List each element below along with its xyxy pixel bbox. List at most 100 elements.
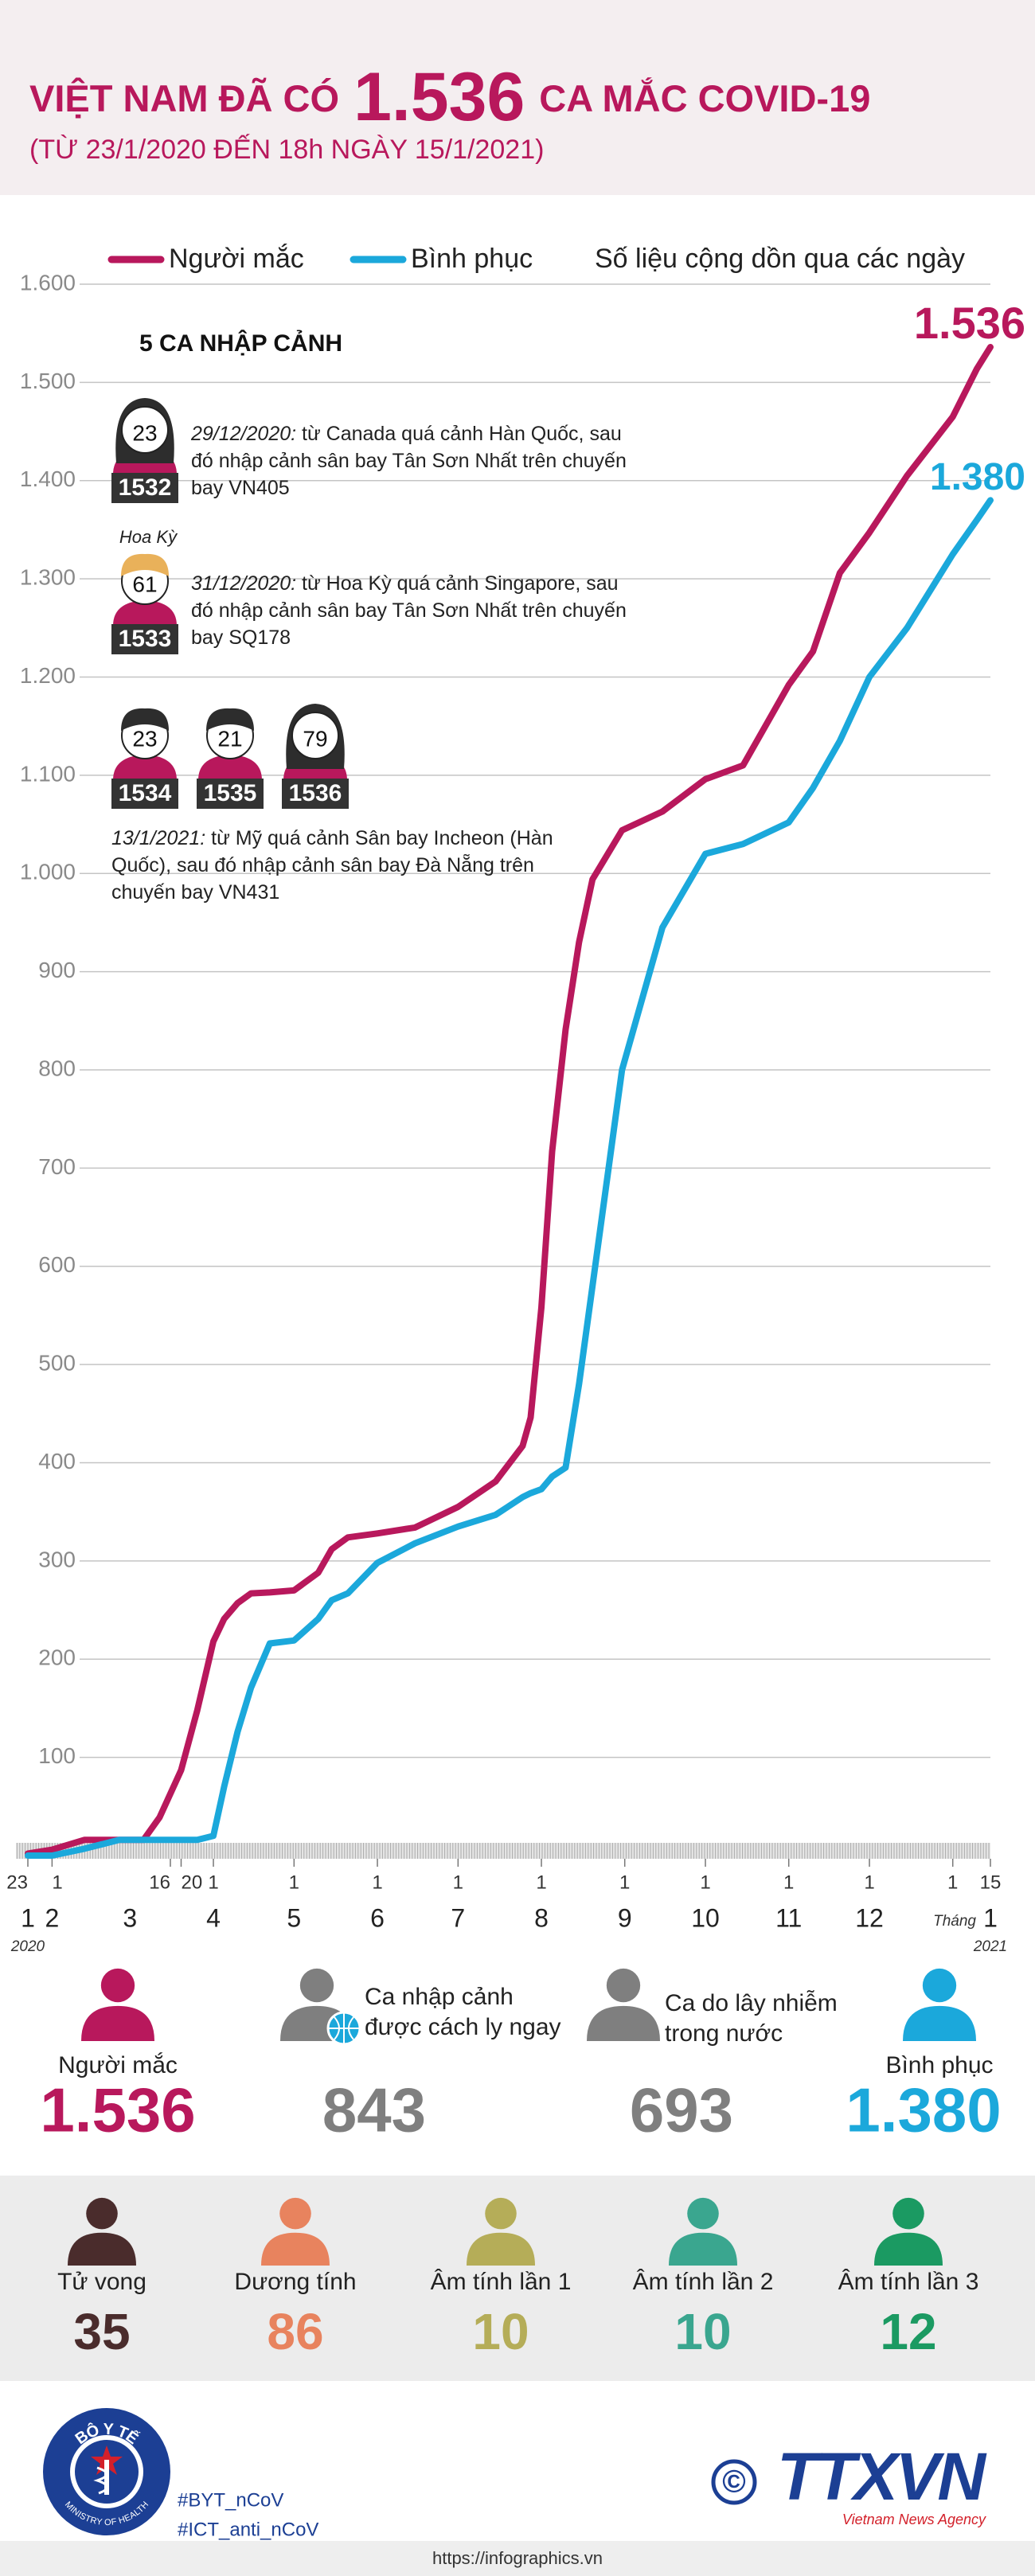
avatar-id-box: [197, 779, 264, 809]
outcome-value: 86: [267, 2303, 323, 2360]
avatar-id: 1535: [204, 780, 257, 806]
y-tick-label: 1.200: [20, 663, 76, 688]
y-tick-label: 700: [38, 1154, 76, 1179]
avatar-age: 23: [132, 726, 157, 751]
avatar-body: [113, 755, 177, 780]
month-word: Tháng: [933, 1913, 976, 1930]
case-text: 29/12/2020: từ Canada quá cảnh Hàn Quốc,…: [191, 420, 637, 502]
outcome-value: 12: [880, 2303, 936, 2360]
moh-snake: [93, 2466, 108, 2495]
y-tick-label: 100: [38, 1743, 76, 1768]
globe-lines: [328, 2012, 360, 2044]
month-label: 10: [691, 1903, 720, 1932]
x-tick-label: 1: [700, 1872, 710, 1893]
avatar-id: 1536: [289, 780, 342, 806]
series-line: [25, 497, 994, 1859]
month-label: 5: [287, 1903, 301, 1932]
end-label: 1.380: [930, 456, 1025, 498]
summary-value: 1.380: [846, 2075, 1001, 2145]
person-head: [100, 1968, 135, 2003]
title-number: 1.536: [353, 59, 525, 135]
outcome-label: Âm tính lần 2: [633, 2269, 774, 2295]
avatar-face: [291, 712, 339, 759]
person-body: [874, 2232, 943, 2266]
person-head: [892, 2197, 924, 2230]
x-tick-label: 1: [947, 1872, 958, 1893]
y-tick-label: 1.100: [20, 761, 76, 786]
month-label: 11: [775, 1903, 802, 1932]
footer-bar: [0, 2541, 1035, 2576]
case-text: 13/1/2021: từ Mỹ quá cảnh Sân bay Incheo…: [111, 825, 573, 906]
x-tick-label: 1: [208, 1872, 218, 1893]
x-tick-label: 15: [980, 1872, 1002, 1893]
moh-staff: [104, 2460, 109, 2495]
person-head: [485, 2197, 517, 2230]
y-tick-label: 500: [38, 1351, 76, 1376]
hashtag: #ICT_anti_nCoV: [178, 2519, 318, 2540]
title-suffix: CA MẮC COVID-19: [539, 77, 870, 119]
person-body: [261, 2232, 330, 2266]
x-tick-label: 1: [864, 1872, 874, 1893]
summary-label: Bình phục: [885, 2052, 994, 2078]
person-head: [687, 2197, 719, 2230]
y-tick-label: 300: [38, 1547, 76, 1571]
avatar-id: 1532: [119, 474, 172, 501]
copyright: ©: [722, 2465, 745, 2500]
agency-logo: TTXVN: [777, 2439, 987, 2514]
avatar-age: 21: [217, 726, 242, 751]
summary-value: 693: [630, 2075, 733, 2145]
series-line: [25, 344, 994, 1857]
case-desc: từ Canada quá cảnh Hàn Quốc, sau đó nhập…: [191, 423, 627, 499]
y-tick-label: 200: [38, 1645, 76, 1670]
case-date: 31/12/2020:: [191, 572, 297, 595]
agency-name: Vietnam News Agency: [842, 2512, 986, 2527]
year-label: 2020: [10, 1938, 45, 1955]
summary-label: Người mắc: [58, 2052, 178, 2078]
x-tick-label: 20: [181, 1872, 202, 1893]
avatar-id-box: [282, 779, 349, 809]
summary-value: 1.536: [40, 2075, 195, 2145]
year-label: 2021: [973, 1938, 1007, 1955]
person-body: [467, 2232, 535, 2266]
month-label: 12: [855, 1903, 884, 1932]
avatar-face: [121, 406, 169, 454]
x-tick-label: 1: [372, 1872, 382, 1893]
avatar-age: 23: [132, 420, 157, 445]
avatar-note: Hoa Kỳ: [119, 527, 178, 547]
outcomes-band: [0, 2176, 1035, 2381]
avatar-id: 1533: [119, 626, 172, 652]
hashtag: #BYT_nCoV: [178, 2489, 283, 2511]
x-tick-label: 1: [52, 1872, 62, 1893]
person-body: [68, 2232, 136, 2266]
avatar-id-box: [111, 473, 178, 503]
case-text: 31/12/2020: từ Hoa Kỳ quá cảnh Singapore…: [191, 570, 637, 651]
avatar-id-box: [111, 779, 178, 809]
x-tick-label: 1: [536, 1872, 546, 1893]
website: https://infographics.vn: [432, 2548, 603, 2568]
month-label: 1: [983, 1903, 998, 1932]
x-tick-label: 16: [149, 1872, 170, 1893]
outcome-label: Âm tính lần 1: [431, 2269, 572, 2295]
month-label: 9: [618, 1903, 632, 1932]
avatar-hair: [121, 553, 169, 576]
summary-label: Ca nhập cảnh được cách ly ngay: [365, 1984, 561, 2040]
legend-label: Người mắc: [169, 244, 304, 274]
outcome-label: Âm tính lần 3: [838, 2269, 979, 2295]
month-label: 7: [451, 1903, 465, 1932]
person-body: [587, 2005, 660, 2041]
avatar-id-box: [111, 624, 178, 654]
y-tick-label: 1.600: [20, 270, 76, 295]
case-desc: từ Mỹ quá cảnh Sân bay Incheon (Hàn Quốc…: [111, 827, 553, 904]
person-head: [922, 1968, 957, 2003]
person-body: [903, 2005, 976, 2041]
chart-note: Số liệu cộng dồn qua các ngày: [595, 244, 965, 274]
summary-value: 843: [322, 2075, 426, 2145]
y-tick-label: 800: [38, 1056, 76, 1080]
subtitle: (TỪ 23/1/2020 ĐẾN 18h NGÀY 15/1/2021): [29, 135, 544, 165]
y-tick-label: 1.500: [20, 369, 76, 393]
avatar-id: 1534: [119, 780, 172, 806]
x-tick-label: 1: [453, 1872, 463, 1893]
person-head: [606, 1968, 641, 2003]
